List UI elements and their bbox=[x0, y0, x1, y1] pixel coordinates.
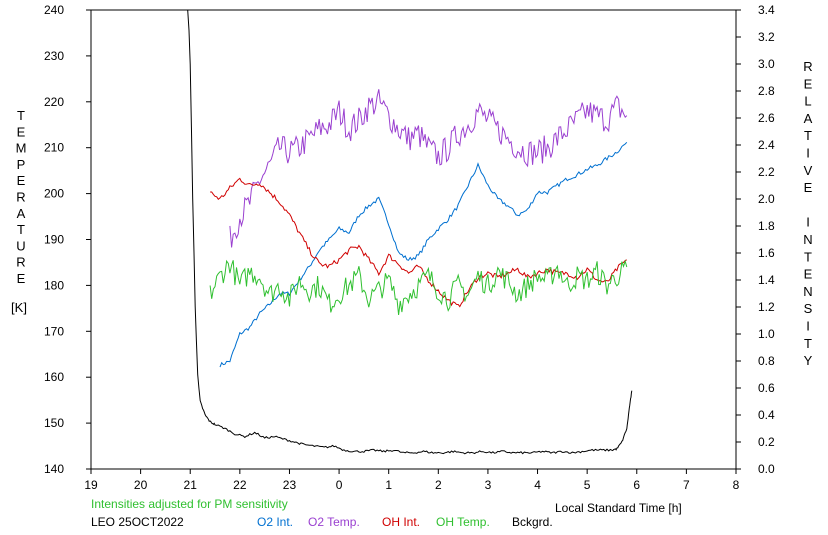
y-left-tick-label: 160 bbox=[44, 370, 64, 384]
legend-entry: OH Int. bbox=[382, 515, 420, 529]
y-right-label-letter: T bbox=[804, 336, 812, 351]
x-tick-label: 1 bbox=[385, 478, 392, 492]
x-tick-group: 19 20 21 22 23 0 1 2 3 4 5 6 7 8 bbox=[84, 469, 740, 492]
x-tick-label: 4 bbox=[534, 478, 541, 492]
y-left-tick-label: 140 bbox=[44, 462, 64, 476]
y-right-tick-group: 0.0 0.2 0.4 0.6 0.8 1.0 1.2 1.4 1.6 1.8 2.0 2.2 2.4 2… bbox=[736, 3, 775, 476]
x-tick-label: 2 bbox=[435, 478, 442, 492]
y-left-label-letter: T bbox=[17, 108, 25, 123]
y-right-tick-label: 0.6 bbox=[758, 381, 775, 395]
y-right-tick-label: 2.4 bbox=[758, 138, 775, 152]
y-right-tick-label: 2.2 bbox=[758, 165, 775, 179]
y-right-tick-label: 3.4 bbox=[758, 3, 775, 17]
legend: O2 Int. O2 Temp. OH Int. OH Temp. Bckgrd. bbox=[257, 515, 553, 529]
x-tick-label: 6 bbox=[633, 478, 640, 492]
station-date: LEO 25OCT2022 bbox=[91, 515, 184, 529]
series-line-oh-temp bbox=[209, 259, 628, 315]
y-left-tick-label: 170 bbox=[44, 324, 64, 338]
x-tick-label: 23 bbox=[283, 478, 297, 492]
y-left-label-letter: E bbox=[17, 124, 26, 139]
x-tick-label: 22 bbox=[233, 478, 247, 492]
y-right-label-letter: L bbox=[804, 94, 811, 109]
y-left-label-unit: [K] bbox=[11, 300, 27, 315]
y-right-label-letter: S bbox=[804, 301, 813, 316]
y-right-tick-label: 0.0 bbox=[758, 462, 775, 476]
y-right-tick-label: 0.8 bbox=[758, 354, 775, 368]
plot-frame bbox=[90, 9, 737, 470]
y-left-label-letter: T bbox=[17, 222, 25, 237]
x-tick-label: 8 bbox=[733, 478, 740, 492]
y-left-label-letter: M bbox=[16, 141, 27, 156]
y-right-tick-label: 1.8 bbox=[758, 219, 775, 233]
x-tick-label: 3 bbox=[485, 478, 492, 492]
y-right-tick-label: 1.0 bbox=[758, 327, 775, 341]
x-tick-label: 5 bbox=[584, 478, 591, 492]
y-left-label-letter: E bbox=[17, 271, 26, 286]
y-right-label-letter: V bbox=[804, 163, 813, 178]
y-right-tick-label: 0.4 bbox=[758, 408, 775, 422]
y-right-tick-label: 3.0 bbox=[758, 57, 775, 71]
y-left-label-letter: A bbox=[17, 206, 26, 221]
y-right-label-letter: E bbox=[804, 76, 813, 91]
x-tick-label: 20 bbox=[134, 478, 148, 492]
y-left-label-letter: U bbox=[16, 238, 25, 253]
x-axis-label: Local Standard Time [h] bbox=[555, 501, 682, 515]
y-left-tick-label: 230 bbox=[44, 49, 64, 63]
series-line-oh-int bbox=[210, 177, 628, 308]
y-right-tick-label: 3.2 bbox=[758, 30, 775, 44]
y-right-label-letter: E bbox=[804, 267, 813, 282]
series-line-bckgrd bbox=[187, 9, 633, 455]
y-left-label-letter: E bbox=[17, 173, 26, 188]
x-tick-label: 7 bbox=[683, 478, 690, 492]
y-right-label-letter: R bbox=[803, 59, 812, 74]
y-right-label-letter: N bbox=[803, 284, 812, 299]
legend-entry: O2 Int. bbox=[257, 515, 293, 529]
y-left-label-letter: R bbox=[16, 190, 25, 205]
legend-entry: Bckgrd. bbox=[512, 515, 553, 529]
y-right-label-letter: T bbox=[804, 249, 812, 264]
series-line-o2-int bbox=[219, 141, 628, 368]
y-right-tick-label: 0.2 bbox=[758, 435, 775, 449]
legend-entry: O2 Temp. bbox=[308, 515, 360, 529]
y-left-label-letter: P bbox=[17, 157, 26, 172]
y-left-tick-label: 180 bbox=[44, 278, 64, 292]
y-right-tick-label: 1.2 bbox=[758, 300, 775, 314]
y-right-tick-label: 1.6 bbox=[758, 246, 775, 260]
y-right-label-letter: T bbox=[804, 128, 812, 143]
y-right-label-letter: E bbox=[804, 180, 813, 195]
y-right-tick-label: 1.4 bbox=[758, 273, 775, 287]
y-right-tick-label: 2.6 bbox=[758, 111, 775, 125]
sensitivity-note: Intensities adjusted for PM sensitivity bbox=[91, 497, 288, 511]
y-left-tick-group: 140 150 160 170 180 190 200 210 220 230 240 bbox=[44, 3, 91, 476]
y-left-tick-label: 240 bbox=[44, 3, 64, 17]
y-left-tick-label: 210 bbox=[44, 141, 64, 155]
y-left-tick-label: 220 bbox=[44, 95, 64, 109]
y-left-label-letter: R bbox=[16, 255, 25, 270]
y-right-tick-label: 2.0 bbox=[758, 192, 775, 206]
y-right-label-letter: I bbox=[806, 215, 810, 230]
y-left-tick-label: 200 bbox=[44, 187, 64, 201]
y-right-label-letter: I bbox=[806, 319, 810, 334]
y-right-label-letter: A bbox=[804, 111, 813, 126]
y-left-tick-label: 150 bbox=[44, 416, 64, 430]
x-tick-label: 19 bbox=[84, 478, 98, 492]
y-right-label-letter: Y bbox=[804, 353, 813, 368]
y-right-label-letter: I bbox=[806, 146, 810, 161]
y-right-tick-label: 2.8 bbox=[758, 84, 775, 98]
series-line-o2-temp bbox=[229, 89, 628, 248]
x-tick-label: 21 bbox=[184, 478, 198, 492]
y-right-label-letter: N bbox=[803, 232, 812, 247]
legend-entry: OH Temp. bbox=[436, 515, 490, 529]
series-lines bbox=[187, 9, 633, 455]
y-left-tick-label: 190 bbox=[44, 233, 64, 247]
x-tick-label: 0 bbox=[336, 478, 343, 492]
